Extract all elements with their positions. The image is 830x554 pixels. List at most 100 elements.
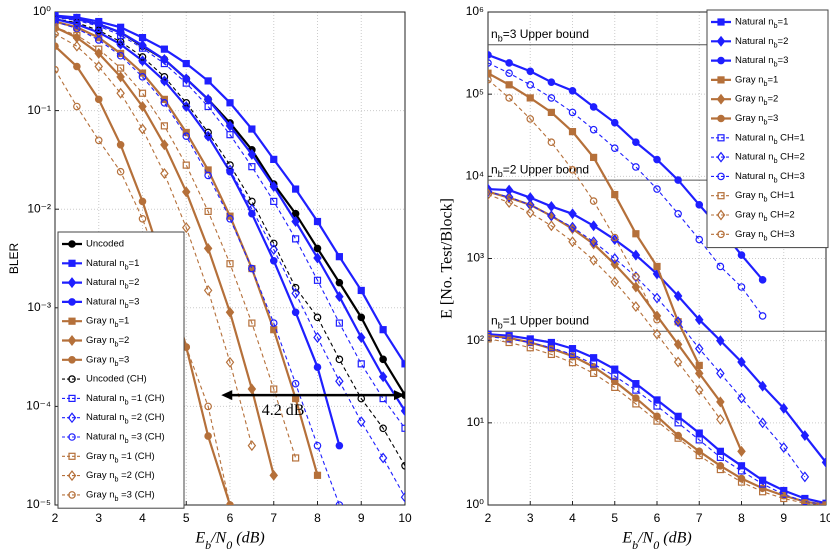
data-point	[547, 350, 555, 359]
data-point	[204, 77, 212, 85]
plot-frame	[487, 11, 827, 506]
legend-marker	[716, 151, 726, 163]
data-point	[226, 99, 234, 107]
data-point	[226, 260, 234, 268]
data-point	[73, 62, 81, 71]
data-point	[226, 501, 234, 505]
legend-marker	[68, 240, 76, 248]
data-point	[652, 292, 662, 304]
data-point	[568, 345, 577, 353]
data-point	[695, 451, 703, 460]
data-point	[335, 441, 344, 450]
data-point	[55, 17, 59, 26]
data-point	[694, 384, 704, 396]
data-point	[611, 383, 619, 391]
data-point	[737, 392, 746, 404]
data-point	[611, 190, 619, 199]
data-point	[779, 442, 789, 454]
data-point	[401, 461, 405, 470]
legend-label: Gray nb CH=1	[735, 190, 795, 203]
legend-marker	[68, 317, 76, 325]
x-tick-label: 7	[270, 511, 277, 525]
data-point	[632, 380, 640, 388]
data-point	[632, 400, 640, 408]
data-point	[547, 94, 556, 102]
data-point	[737, 462, 746, 470]
data-point	[292, 394, 300, 403]
legend-marker	[717, 172, 725, 181]
data-point	[779, 402, 789, 414]
x-tick-label: 6	[654, 511, 661, 525]
data-point	[181, 101, 191, 112]
legend-label: Gray nb=1	[86, 316, 129, 329]
data-point	[225, 164, 235, 176]
data-point	[204, 207, 212, 215]
data-point	[653, 185, 661, 193]
data-point	[568, 128, 577, 136]
data-point	[758, 380, 767, 392]
x-tick-label: 2	[52, 511, 59, 525]
data-point	[695, 235, 704, 244]
data-point	[138, 34, 147, 42]
y-axis-label: E [No. Test/Block]	[439, 198, 456, 319]
data-point	[291, 379, 300, 388]
legend-marker	[68, 259, 76, 267]
legend-marker	[716, 35, 726, 47]
data-point	[758, 417, 767, 429]
data-point	[694, 314, 704, 326]
data-point	[568, 86, 577, 95]
series-line	[488, 194, 721, 420]
data-point	[204, 171, 212, 180]
data-point	[138, 101, 147, 112]
data-point	[505, 338, 513, 347]
data-point	[248, 163, 256, 171]
data-point	[526, 338, 534, 347]
legend-label: Gray nb =3 (CH)	[86, 489, 155, 502]
legend-marker	[68, 355, 76, 364]
data-point	[138, 123, 147, 135]
y-tick-label: 10³	[467, 251, 484, 265]
data-point	[203, 284, 213, 296]
data-point	[800, 430, 810, 442]
data-point	[291, 287, 300, 299]
legend-marker	[68, 433, 76, 441]
data-point	[716, 262, 725, 271]
series-group	[55, 12, 405, 505]
data-point	[138, 73, 147, 81]
data-point	[589, 220, 598, 232]
x-axis-label: Eb/N0 (dB)	[194, 530, 264, 552]
y-tick-label: 10⁻⁵	[26, 497, 51, 511]
data-point	[94, 36, 103, 44]
data-point	[117, 31, 125, 39]
legend-label: Gray nb=3	[735, 113, 778, 126]
data-point	[378, 452, 388, 464]
x-tick-label: 9	[358, 511, 365, 525]
data-point	[759, 476, 767, 484]
x-tick-label: 3	[527, 511, 534, 525]
data-point	[204, 402, 212, 411]
data-point	[72, 40, 82, 52]
data-point	[94, 61, 104, 72]
data-point	[653, 155, 661, 164]
y-tick-label: 10¹	[467, 415, 484, 429]
legend-marker	[716, 209, 726, 221]
legend-label: Natural nb CH=2	[735, 152, 805, 165]
legend-label: Gray nb =1 (CH)	[86, 451, 155, 464]
data-point	[653, 262, 661, 271]
data-point	[716, 413, 725, 425]
upper-bound-label: nb=2 Upper bound	[491, 162, 589, 179]
data-point	[401, 424, 405, 432]
legend-marker	[717, 18, 725, 26]
data-point	[335, 291, 344, 303]
y-tick-label: 10⁰	[33, 4, 51, 18]
x-tick-label: 10	[819, 511, 830, 525]
x-tick-label: 4	[139, 511, 146, 525]
data-point	[55, 65, 59, 74]
data-point	[291, 308, 300, 317]
data-point	[526, 94, 534, 102]
legend-label: Gray nb=2	[86, 335, 129, 348]
y-tick-label: 10⁻³	[27, 300, 51, 314]
data-point	[547, 220, 556, 232]
data-point	[694, 367, 704, 379]
legend-marker	[68, 452, 76, 460]
